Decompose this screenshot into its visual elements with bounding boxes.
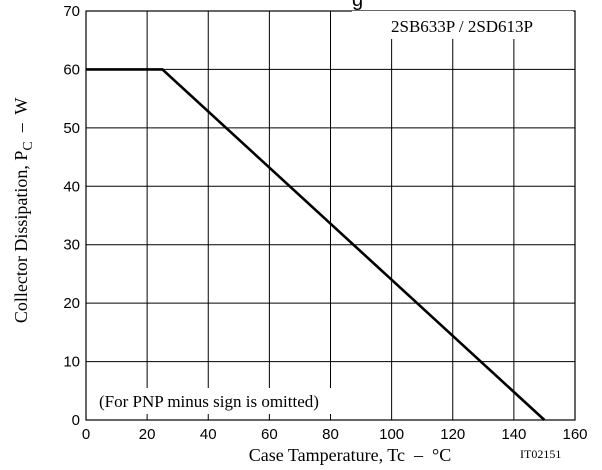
y-tick-label-3: 30 [63, 237, 80, 254]
y-tick-label-5: 50 [63, 120, 80, 137]
y-axis-label-subscript: C [21, 141, 36, 150]
figure-code: IT02151 [520, 447, 561, 461]
x-axis-label: Case Tamperature, Tc – °C [249, 445, 451, 465]
x-tick-labels: 0 20 40 60 80 100 120 140 160 [82, 426, 588, 443]
x-tick-label-0: 0 [82, 426, 90, 443]
x-tick-label-2: 40 [200, 426, 217, 443]
y-axis-label-main: Collector Dissipation, P [11, 151, 31, 324]
legend-box-bg [352, 11, 573, 39]
legend-box-label: 2SB633P / 2SD613P [391, 17, 533, 36]
x-tick-label-5: 100 [379, 426, 404, 443]
chart-note: (For PNP minus sign is omitted) [99, 392, 319, 411]
x-tick-label-8: 160 [562, 426, 587, 443]
y-tick-labels: 0 10 20 30 40 50 60 70 [63, 3, 80, 429]
grid-lines [86, 11, 575, 420]
y-tick-label-1: 10 [63, 354, 80, 371]
y-tick-label-0: 0 [72, 412, 80, 429]
derating-curve [86, 68, 546, 421]
x-tick-label-7: 140 [501, 426, 526, 443]
y-axis-label-suffix: – W [11, 98, 31, 142]
title-fragment: g [352, 0, 363, 11]
y-tick-label-6: 60 [63, 61, 80, 78]
y-axis-label: Collector Dissipation, PC – W [11, 84, 36, 345]
plot-frame [85, 10, 576, 421]
x-tick-label-3: 60 [261, 426, 278, 443]
x-tick-label-4: 80 [322, 426, 339, 443]
x-tick-label-1: 20 [139, 426, 156, 443]
y-tick-label-2: 20 [63, 295, 80, 312]
note-bg [92, 388, 382, 414]
x-tick-label-6: 120 [440, 426, 465, 443]
y-tick-label-7: 70 [63, 3, 80, 20]
y-tick-label-4: 40 [63, 178, 80, 195]
